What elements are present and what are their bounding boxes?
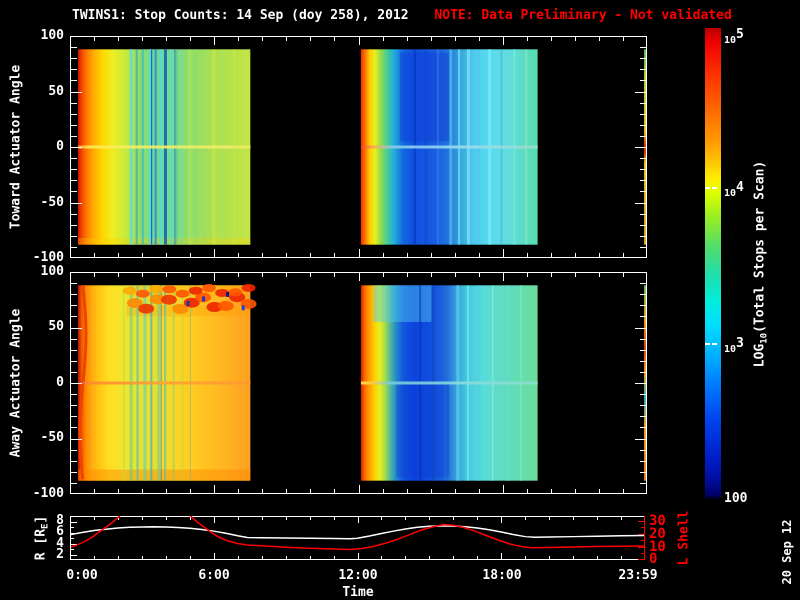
away-ytick-m50: -50 (40, 430, 64, 445)
r-ytick-2: 2 (56, 547, 64, 562)
colorbar-tick-dash-1e3b (712, 343, 717, 345)
plot-title-note: NOTE: Data Preliminary - Not validated (434, 8, 732, 23)
away-ytick-50: 50 (48, 319, 64, 334)
r-axis-label-sub: E (40, 523, 51, 529)
colorbar-label-pre: LOG (752, 343, 768, 368)
xtick-0000: 0:00 (66, 568, 98, 583)
plot-title: TWINS1: Stop Counts: 14 Sep (doy 258), 2… (72, 8, 732, 24)
l-shell-axis-label: L Shell (676, 510, 692, 566)
r-ytick-4: 4 (56, 536, 64, 551)
colorbar-tick-dash-1e4 (705, 187, 710, 189)
colorbar-tick-dash-1e3 (705, 343, 710, 345)
toward-ytick-50: 50 (48, 84, 64, 99)
away-ytick-100: 100 (40, 264, 64, 279)
l-ytick-0: 0 (649, 551, 658, 567)
r-ytick-6: 6 (56, 524, 64, 539)
l-ytick-20: 20 (649, 526, 666, 542)
xtick-1200: 12:00 (338, 568, 378, 583)
time-axis-label: Time (UT) (342, 585, 374, 600)
colorbar-tick-1e5-exp: 5 (736, 27, 744, 42)
colorbar-label-sub: 10 (759, 332, 770, 344)
r-ytick-8: 8 (56, 513, 64, 528)
r-axis-label: R [RE] (34, 516, 51, 561)
away-heatmap-canvas (70, 272, 647, 494)
plot-title-main: TWINS1: Stop Counts: 14 Sep (doy 258), 2… (72, 8, 409, 23)
colorbar-tick-1e5: 105 (724, 27, 744, 47)
toward-axis-label: Toward Actuator Angle (8, 64, 24, 230)
colorbar-tick-1e4: 104 (724, 180, 744, 200)
colorbar (705, 28, 721, 500)
toward-heatmap-canvas (70, 36, 647, 258)
away-ytick-0: 0 (56, 375, 64, 390)
xtick-0600: 6:00 (198, 568, 230, 583)
away-axis-label: Away Actuator Angle (8, 308, 24, 458)
l-ytick-30: 30 (649, 513, 666, 529)
colorbar-tick-1e4-base: 10 (724, 188, 737, 199)
toward-ytick-0: 0 (56, 139, 64, 154)
datestamp: 20 Sep 12 (780, 519, 794, 585)
colorbar-label-post: (Total Stops per Scan) (752, 160, 768, 333)
l-ytick-10: 10 (649, 539, 666, 555)
r-axis-label-post: ] (33, 515, 49, 524)
colorbar-tick-dash-1e4b (712, 187, 717, 189)
xtick-2359: 23:59 (618, 568, 658, 583)
toward-ytick-100: 100 (40, 28, 64, 43)
xtick-1800: 18:00 (482, 568, 522, 583)
toward-ytick-m100: -100 (32, 250, 64, 265)
toward-ytick-m50: -50 (40, 195, 64, 210)
colorbar-tick-1e3-base: 10 (724, 344, 737, 355)
colorbar-tick-1e3: 103 (724, 336, 744, 356)
colorbar-tick-100: 100 (724, 491, 748, 506)
colorbar-tick-1e4-exp: 4 (736, 180, 744, 195)
orbit-line-canvas (70, 516, 645, 560)
away-ytick-m100: -100 (32, 486, 64, 501)
colorbar-tick-1e5-base: 10 (724, 35, 737, 46)
colorbar-tick-1e3-exp: 3 (736, 336, 744, 351)
r-axis-label-pre: R [R (33, 528, 49, 561)
colorbar-axis-label: LOG10(Total Stops per Scan) (753, 161, 770, 368)
